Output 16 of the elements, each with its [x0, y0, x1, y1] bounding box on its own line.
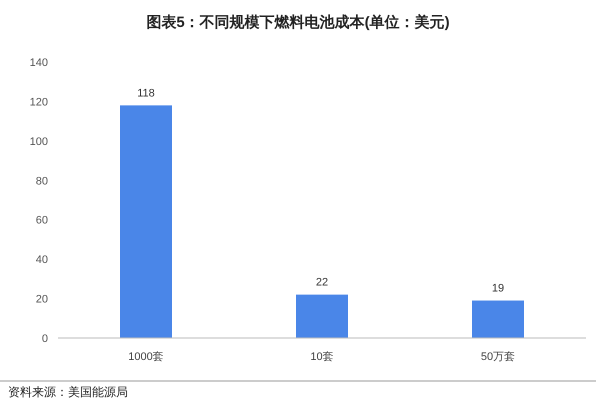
data-label: 22 — [316, 276, 328, 289]
y-tick-label: 140 — [30, 57, 48, 69]
y-tick-label: 60 — [36, 214, 48, 227]
y-tick-label: 20 — [36, 294, 48, 306]
x-tick-label: 10套 — [310, 351, 334, 363]
y-tick-label: 80 — [36, 175, 48, 188]
y-tick-label: 100 — [30, 136, 48, 148]
text: 资料来源：美国能源局 — [8, 385, 128, 399]
y-tick-label: 40 — [36, 254, 48, 266]
data-label: 19 — [492, 282, 504, 295]
x-tick-label: 50万套 — [480, 351, 516, 363]
y-tick-label: 120 — [30, 96, 48, 108]
chart-title: 图表5：不同规模下燃料电池成本(单位：美元) — [146, 13, 450, 31]
data-label: 118 — [137, 87, 155, 100]
x-tick-label: 1000套 — [128, 351, 164, 363]
y-tick-label: 0 — [42, 333, 48, 345]
